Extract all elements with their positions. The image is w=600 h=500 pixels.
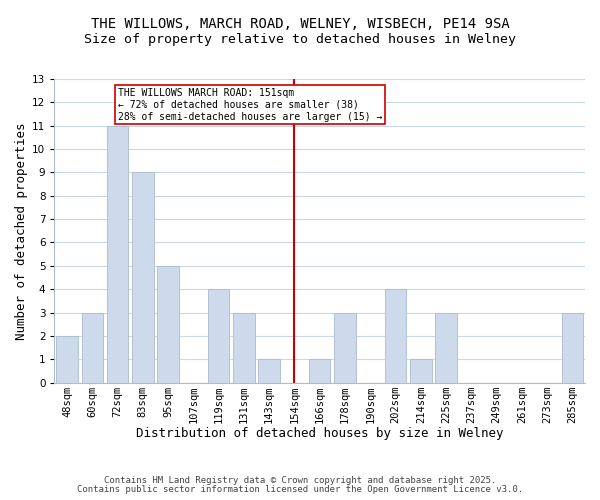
Text: THE WILLOWS MARCH ROAD: 151sqm
← 72% of detached houses are smaller (38)
28% of : THE WILLOWS MARCH ROAD: 151sqm ← 72% of … xyxy=(118,88,382,122)
Text: THE WILLOWS, MARCH ROAD, WELNEY, WISBECH, PE14 9SA: THE WILLOWS, MARCH ROAD, WELNEY, WISBECH… xyxy=(91,18,509,32)
Text: Contains HM Land Registry data © Crown copyright and database right 2025.: Contains HM Land Registry data © Crown c… xyxy=(104,476,496,485)
Bar xyxy=(56,336,78,382)
Bar xyxy=(132,172,154,382)
Bar xyxy=(233,312,254,382)
Bar xyxy=(410,359,431,382)
Bar xyxy=(208,289,229,382)
Bar xyxy=(259,359,280,382)
Bar xyxy=(82,312,103,382)
Bar xyxy=(309,359,331,382)
Bar xyxy=(107,126,128,382)
Text: Size of property relative to detached houses in Welney: Size of property relative to detached ho… xyxy=(84,32,516,46)
Bar xyxy=(436,312,457,382)
Bar xyxy=(385,289,406,382)
Y-axis label: Number of detached properties: Number of detached properties xyxy=(15,122,28,340)
Bar xyxy=(157,266,179,382)
Text: Contains public sector information licensed under the Open Government Licence v3: Contains public sector information licen… xyxy=(77,485,523,494)
X-axis label: Distribution of detached houses by size in Welney: Distribution of detached houses by size … xyxy=(136,427,503,440)
Bar xyxy=(562,312,583,382)
Bar xyxy=(334,312,356,382)
